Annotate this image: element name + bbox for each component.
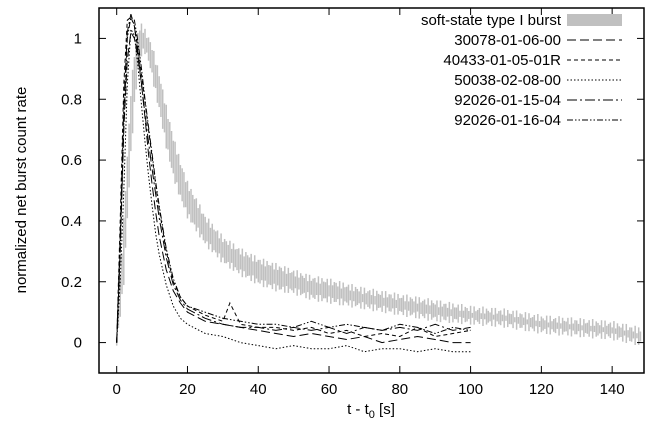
series-line-3	[116, 27, 471, 353]
plot-frame	[98, 7, 645, 374]
x-tick-label: 0	[113, 381, 121, 398]
soft-state-band	[115, 23, 642, 346]
x-tick-label: 140	[600, 381, 625, 398]
y-tick-label: 0.2	[61, 274, 82, 291]
y-tick-label: 0.8	[61, 91, 82, 108]
legend-label: soft-state type I burst	[421, 12, 562, 29]
x-axis-label: t - t0 [s]	[347, 401, 395, 421]
x-axis-label-subscript: 0	[369, 409, 375, 421]
series-line-1	[116, 30, 471, 344]
legend-label: 40433-01-05-01R	[443, 52, 561, 69]
x-tick-label: 60	[321, 381, 338, 398]
y-tick-label: 1	[74, 30, 82, 47]
x-tick-label: 40	[250, 381, 267, 398]
x-axis-label-unit: [s]	[375, 401, 395, 418]
legend-label: 30078-01-06-00	[454, 32, 561, 49]
x-tick-label: 120	[529, 381, 554, 398]
legend-label: 92026-01-16-04	[454, 112, 561, 129]
series-line-5	[116, 16, 471, 343]
series-line-2	[116, 16, 471, 343]
x-axis-label-main: t - t	[347, 401, 369, 418]
x-tick-label: 20	[179, 381, 196, 398]
y-tick-label: 0	[74, 335, 82, 352]
legend-label: 92026-01-15-04	[454, 92, 561, 109]
legend: soft-state type I burst 30078-01-06-00 404…	[421, 12, 622, 129]
legend-label: 50038-02-08-00	[454, 72, 561, 89]
y-axis-label: normalized net burst count rate	[13, 87, 30, 294]
legend-swatch-band	[567, 14, 622, 26]
y-tick-label: 0.4	[61, 213, 82, 230]
series-line-4	[116, 13, 471, 343]
x-tick-label: 100	[458, 381, 483, 398]
x-tick-label: 80	[391, 381, 408, 398]
y-tick-label: 0.6	[61, 152, 82, 169]
